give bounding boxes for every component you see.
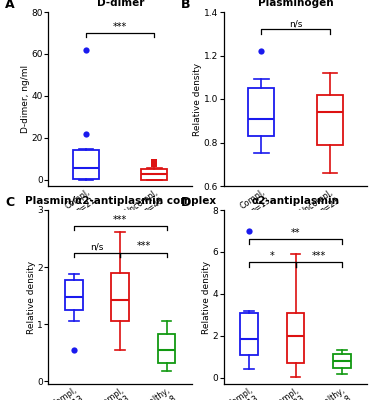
Bar bbox=[158, 334, 175, 363]
Title: D-dimer: D-dimer bbox=[97, 0, 144, 8]
Y-axis label: Relative density: Relative density bbox=[27, 260, 36, 334]
Bar bbox=[141, 169, 167, 180]
Text: A: A bbox=[6, 0, 15, 11]
Text: C: C bbox=[6, 196, 15, 209]
Text: n/s: n/s bbox=[289, 19, 302, 28]
Bar bbox=[248, 88, 275, 136]
Title: Plasmin/α2-antiplasmin complex: Plasmin/α2-antiplasmin complex bbox=[25, 196, 216, 206]
Bar bbox=[65, 280, 83, 310]
Bar bbox=[333, 354, 351, 368]
Bar bbox=[73, 150, 99, 179]
Text: ***: *** bbox=[113, 215, 128, 225]
Text: D: D bbox=[181, 196, 191, 209]
Title: Plasminogen: Plasminogen bbox=[258, 0, 333, 8]
Text: ***: *** bbox=[113, 22, 128, 32]
Text: **: ** bbox=[291, 228, 300, 238]
Title: α2-antiplasmin: α2-antiplasmin bbox=[252, 196, 339, 206]
Text: n/s: n/s bbox=[90, 242, 104, 252]
Text: B: B bbox=[181, 0, 190, 11]
Bar bbox=[287, 313, 304, 363]
Text: *: * bbox=[270, 251, 275, 261]
Y-axis label: D-dimer, ng/ml: D-dimer, ng/ml bbox=[21, 65, 30, 133]
Bar bbox=[241, 313, 258, 355]
Bar bbox=[317, 95, 343, 145]
Y-axis label: Relative density: Relative density bbox=[202, 260, 211, 334]
Y-axis label: Relative density: Relative density bbox=[194, 62, 203, 136]
Bar bbox=[112, 273, 129, 321]
Text: ***: *** bbox=[311, 251, 326, 261]
Text: ***: *** bbox=[136, 242, 151, 252]
